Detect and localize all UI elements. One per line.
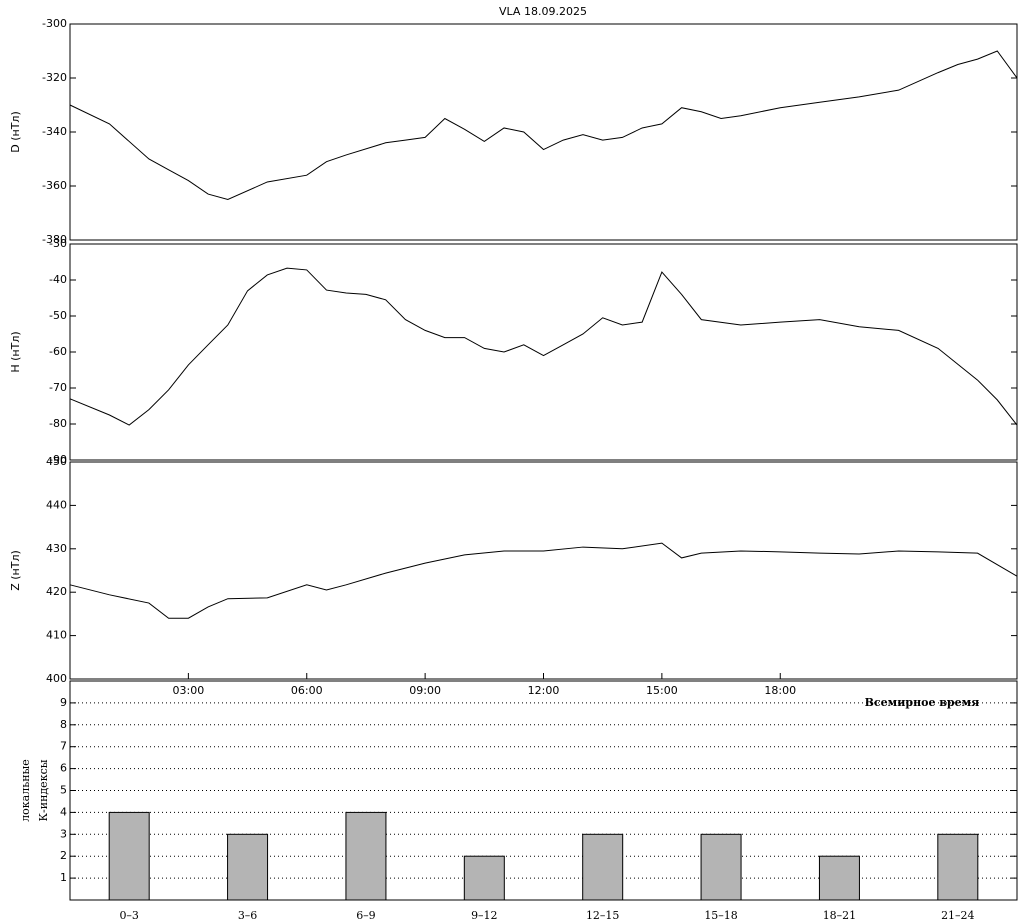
y-tick-label: -360 — [42, 179, 67, 192]
data-line — [69, 267, 1018, 426]
bar — [108, 811, 150, 901]
bar — [582, 833, 624, 901]
y-axis-label: H (нТл) — [9, 331, 22, 372]
y-tick-label: 6 — [60, 762, 67, 775]
y-tick-label: 450 — [46, 455, 67, 468]
bar — [700, 833, 742, 901]
y-tick-label: 440 — [46, 498, 67, 511]
x-tick-label: 12–15 — [586, 909, 620, 921]
x-tick-label: 0–3 — [119, 909, 139, 921]
y-tick-label: 400 — [46, 672, 67, 685]
y-tick-label: 420 — [46, 585, 67, 598]
y-tick-label: -70 — [49, 381, 67, 394]
y-axis-label: D (нТл) — [9, 111, 22, 153]
y-tick-label: 3 — [60, 827, 67, 840]
x-tick-label: 9–12 — [471, 909, 498, 921]
y-tick-label: 410 — [46, 629, 67, 642]
y-tick-label: -340 — [42, 125, 67, 138]
x-tick-label: 03:00 — [173, 684, 205, 697]
bar — [937, 833, 979, 901]
data-line — [69, 50, 1018, 201]
y-axis-label: Z (нТл) — [9, 550, 22, 591]
y-axis-label: локальные — [19, 759, 32, 822]
x-tick-label: 3–6 — [238, 909, 258, 921]
data-line — [69, 542, 1018, 619]
y-tick-label: 7 — [60, 740, 67, 753]
y-tick-label: 8 — [60, 718, 67, 731]
x-tick-label: 21–24 — [941, 909, 975, 921]
bar — [463, 855, 505, 901]
y-tick-label: -40 — [49, 273, 67, 286]
bar — [818, 855, 860, 901]
x-tick-label: 15:00 — [646, 684, 678, 697]
y-tick-label: 430 — [46, 542, 67, 555]
x-tick-label: 18–21 — [823, 909, 857, 921]
x-tick-label: 15–18 — [704, 909, 738, 921]
y-tick-label: -50 — [49, 309, 67, 322]
y-tick-label: -30 — [49, 237, 67, 250]
x-tick-label: 09:00 — [409, 684, 441, 697]
bar — [227, 833, 269, 901]
y-tick-label: -320 — [42, 71, 67, 84]
plot-frame — [69, 243, 1018, 461]
plot-frame — [69, 23, 1018, 241]
y-tick-label: 2 — [60, 849, 67, 862]
x-tick-label: 6–9 — [356, 909, 376, 921]
plot-frame — [69, 461, 1018, 680]
y-tick-label: -300 — [42, 17, 67, 30]
y-tick-label: -80 — [49, 417, 67, 430]
bar — [345, 811, 387, 901]
x-tick-label: 12:00 — [528, 684, 560, 697]
y-tick-label: 9 — [60, 696, 67, 709]
y-tick-label: -380 — [42, 233, 67, 246]
y-tick-label: 1 — [60, 871, 67, 884]
y-tick-label: -60 — [49, 345, 67, 358]
y-tick-label: 5 — [60, 784, 67, 797]
x-tick-label: 06:00 — [291, 684, 323, 697]
chart-title: VLA 18.09.2025 — [499, 5, 587, 18]
y-tick-label: 4 — [60, 805, 67, 818]
x-tick-label: 18:00 — [764, 684, 796, 697]
y-axis-label: К-индексы — [37, 759, 50, 821]
y-tick-label: -90 — [49, 453, 67, 466]
